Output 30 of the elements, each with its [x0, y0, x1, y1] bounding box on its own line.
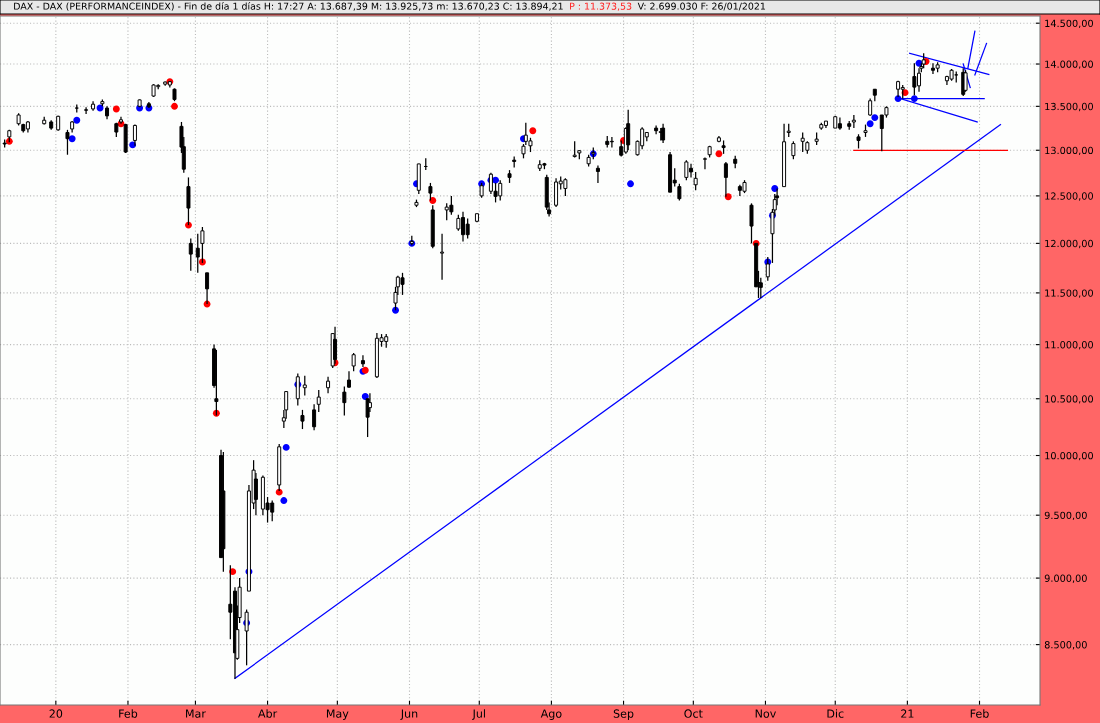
y-tick-label: 13.000,00	[1045, 146, 1093, 156]
y-tick-label: 11.500,00	[1045, 289, 1093, 298]
x-tick-label: 20	[49, 709, 63, 718]
x-tick-label: 21	[901, 709, 914, 718]
y-tick-label: 11.000,00	[1045, 341, 1093, 350]
y-tick-label: 13.500,00	[1045, 102, 1093, 112]
chart-subtitle: P : 11.373,53	[570, 2, 632, 11]
y-tick-label: 12.000,00	[1045, 239, 1093, 249]
x-tick-label: Feb	[970, 709, 989, 718]
x-tick-label: Sep	[613, 709, 634, 720]
y-tick-label: 8.500,00	[1044, 641, 1087, 650]
y-tick-label: 9.500,00	[1044, 511, 1087, 521]
x-tick-label: Abr	[258, 709, 278, 718]
chart-title: DAX - DAX (PERFORMANCEINDEX) - Fin de día 1 días H: 17:27 A: 13.687,39 M: 13.925,73 m: 13.670,23 C: 13.894,21	[14, 2, 563, 11]
x-tick-label: Oct	[684, 709, 703, 718]
y-tick-label: 10.500,00	[1045, 395, 1093, 404]
x-tick-label: May	[326, 709, 349, 720]
x-tick-label: Mar	[186, 709, 206, 718]
x-tick-label: Feb	[119, 709, 138, 718]
x-tick-label: Ago	[540, 709, 562, 720]
text: V: 2.699.030 F: 26/01/2021	[637, 2, 766, 11]
x-tick-label: Nov	[755, 709, 776, 718]
y-tick-label: 14.000,00	[1045, 60, 1093, 69]
x-tick-label: Dic	[827, 709, 844, 718]
y-tick-label: 14.500,00	[1045, 19, 1093, 29]
x-tick-label: Jun	[400, 709, 418, 720]
y-tick-label: 9.000,00	[1044, 574, 1087, 583]
y-tick-label: 10.000,00	[1045, 451, 1093, 461]
x-tick-label: Jul	[472, 709, 485, 720]
y-tick-label: 12.500,00	[1045, 192, 1093, 201]
